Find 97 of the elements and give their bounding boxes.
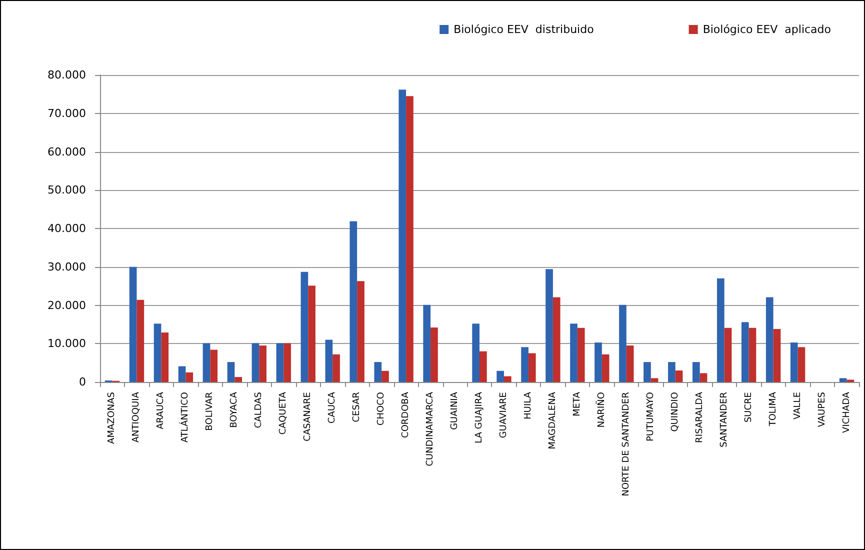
x-tick-label: ARAUCA [156, 391, 166, 430]
bar [668, 362, 676, 382]
bar [472, 324, 480, 382]
x-tick-label: CAQUETA [278, 391, 289, 435]
bar [692, 362, 700, 382]
bar [480, 351, 487, 382]
bar [136, 300, 144, 382]
bar [276, 343, 284, 382]
x-tick-label: VICHADA [842, 391, 852, 433]
bar [178, 366, 186, 382]
y-tick-label: 30.000 [48, 260, 86, 274]
bar [202, 343, 210, 382]
x-tick-label: PUTUMAYO [646, 392, 656, 442]
y-tick-label: 40.000 [48, 222, 86, 235]
bar [332, 354, 340, 382]
x-tick-label: HUILA [523, 391, 534, 420]
bar [430, 328, 438, 382]
x-tick-label: BOLIVAR [205, 392, 216, 431]
y-tick-label: 10.000 [48, 337, 86, 350]
x-tick-label: MAGDALENA [548, 391, 558, 450]
x-tick-label: ANTIOQUIA [132, 391, 142, 443]
y-tick-label: 0 [79, 376, 86, 388]
y-tick-label: 70.000 [48, 106, 86, 120]
bar [504, 376, 512, 382]
y-tick-label: 60.000 [48, 145, 86, 158]
bar [374, 362, 382, 382]
bar [546, 269, 553, 382]
x-tick-label: SANTANDER [719, 392, 730, 448]
bar [227, 362, 235, 382]
x-tick-label: AMAZONAS [107, 392, 118, 444]
bar [790, 342, 798, 382]
bar [496, 370, 504, 382]
x-tick-label: GUAVIARE [498, 392, 509, 438]
bar [577, 328, 585, 382]
bar [773, 329, 781, 382]
x-tick-label: META [572, 391, 582, 416]
bar [423, 304, 431, 382]
bar [308, 286, 316, 382]
x-tick-label: CORDOBA [401, 391, 412, 438]
x-tick-label: GUAINIA [450, 391, 460, 430]
bar [186, 372, 194, 382]
x-tick-label: TOLIMA [768, 391, 778, 428]
bar [552, 297, 560, 382]
bar [129, 266, 137, 382]
bar [161, 332, 169, 382]
y-tick-label: 20.000 [48, 298, 86, 312]
y-tick-label: 80.000 [48, 68, 86, 82]
bar [357, 281, 364, 382]
bar [300, 272, 308, 382]
x-tick-label: CAUCA [328, 391, 338, 424]
bar [398, 90, 406, 382]
bar [724, 328, 732, 382]
bar [325, 340, 333, 382]
x-tick-label: ATLÁNTICO [178, 392, 191, 443]
bar [700, 373, 708, 382]
x-tick-label: VALLE [792, 392, 803, 420]
bar [382, 370, 389, 382]
x-tick-label: QUINDIO [670, 392, 680, 432]
bar [675, 370, 683, 382]
bar [839, 378, 847, 382]
bar [284, 343, 291, 382]
x-tick-label: NARIÑO [594, 392, 607, 428]
x-tick-label: SUCRE [744, 392, 754, 423]
bar [234, 377, 242, 382]
bar [650, 378, 658, 382]
bar [528, 353, 536, 382]
bar [644, 362, 651, 382]
x-tick-label: BOYACA [230, 391, 240, 428]
bar [521, 347, 528, 382]
x-tick-label: CUNDINAMARCA [426, 391, 436, 466]
bar [619, 304, 626, 382]
bar [798, 347, 806, 382]
legend-label: Biológico EEV aplicado [702, 23, 832, 36]
x-tick-label: CHOCO [376, 392, 387, 426]
bar [406, 96, 414, 382]
x-tick-label: CALDAS [254, 392, 264, 428]
bar [626, 346, 634, 382]
x-tick-label: CASANARE [303, 392, 314, 442]
x-tick-label: VAUPES [817, 392, 828, 428]
bar [210, 350, 218, 382]
y-tick-label: 50.000 [48, 184, 86, 197]
x-tick-label: LA GUAJIRA [474, 391, 484, 444]
bar [350, 221, 358, 382]
bar [154, 324, 162, 382]
bar [259, 346, 266, 382]
x-tick-label: NORTE DE SANTANDER [621, 392, 632, 496]
bar [570, 324, 578, 382]
bar [716, 278, 724, 382]
x-tick-label: RISARALDA [694, 391, 705, 443]
bar [766, 297, 774, 382]
bar [602, 354, 610, 382]
legend-label: Biológico EEV distribuido [454, 23, 594, 36]
bar [252, 343, 260, 382]
bar [594, 342, 602, 382]
bar [748, 328, 756, 382]
x-tick-label: CESAR [352, 392, 362, 422]
bar [741, 322, 749, 382]
